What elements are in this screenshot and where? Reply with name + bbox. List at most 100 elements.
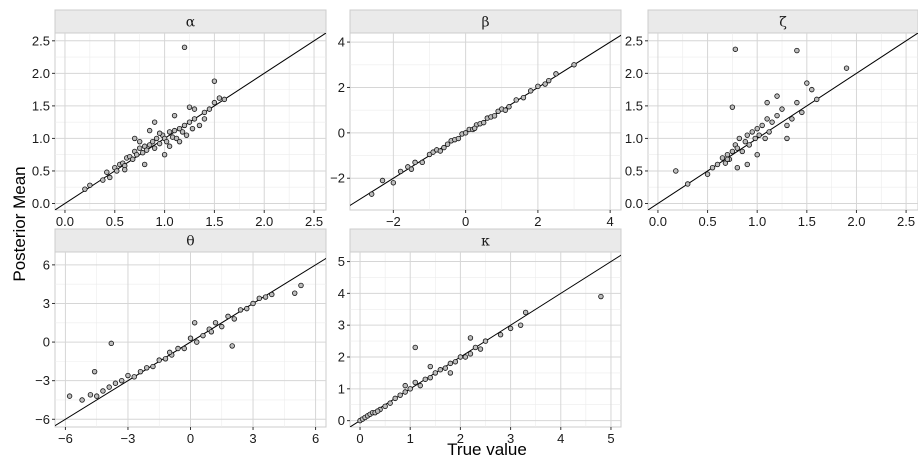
panel-title: ζ [779, 15, 787, 31]
data-point [804, 80, 810, 86]
data-point [774, 112, 780, 119]
x-tick-label: 2 [534, 214, 541, 229]
y-tick-label: −6 [35, 412, 50, 427]
data-point [729, 148, 736, 155]
data-point [513, 97, 519, 103]
data-point [136, 145, 143, 151]
data-point [598, 293, 604, 300]
y-tick-label: −3 [35, 373, 50, 388]
data-point [374, 408, 381, 414]
x-tick-label: −3 [121, 431, 136, 446]
data-point [502, 107, 509, 113]
data-point [133, 151, 140, 158]
x-tick-label: 1 [407, 431, 414, 446]
y-tick-label: 0 [43, 335, 50, 350]
data-point [408, 166, 415, 172]
data-point [292, 290, 298, 296]
data-point [471, 125, 478, 132]
data-point [112, 380, 119, 386]
data-point [179, 129, 186, 135]
panel-4: θ −6 −3 0 3 6 −6 −3 0 3 6 [35, 228, 327, 446]
data-point [729, 104, 736, 110]
data-point [149, 138, 156, 145]
y-tick-label: 0 [338, 125, 345, 140]
y-tick-label: 3 [338, 318, 345, 333]
data-point [402, 382, 408, 389]
data-point [732, 46, 739, 52]
data-point [491, 113, 498, 119]
y-tick-label: 2.0 [625, 66, 643, 81]
data-point [108, 340, 114, 347]
data-point [673, 168, 679, 174]
data-point [146, 142, 153, 148]
x-axis-title: True value [447, 440, 527, 459]
data-point [211, 78, 218, 84]
y-tick-label: 3 [43, 296, 50, 311]
data-point [93, 393, 100, 399]
data-point [752, 135, 758, 142]
data-point [719, 155, 726, 161]
y-tick-label: 0.0 [32, 196, 50, 211]
data-point [390, 180, 397, 186]
data-point [447, 360, 454, 367]
data-point [432, 370, 439, 376]
identity-line [648, 33, 918, 210]
data-point [379, 177, 386, 184]
data-point [132, 135, 138, 142]
data-point [141, 161, 148, 168]
data-point [759, 122, 765, 129]
panel-2: β −2 0 2 4 −2 0 2 4 [330, 9, 622, 229]
data-point [427, 374, 433, 381]
panel-1: α 0.0 0.5 1.0 1.5 2.0 2.5 0.0 0.5 1.0 1.5 2.0 2.5 [32, 9, 327, 229]
panel-title: θ [186, 234, 194, 250]
y-tick-label: 4 [338, 35, 345, 50]
y-tick-label: 1 [338, 381, 345, 396]
x-tick-label: 0.5 [699, 214, 717, 229]
data-point [114, 168, 120, 174]
data-point [176, 125, 183, 132]
y-tick-label: 1.0 [625, 131, 643, 146]
data-point [183, 132, 190, 138]
data-point [156, 140, 163, 147]
data-point [462, 354, 469, 360]
x-tick-label: 4 [607, 214, 614, 229]
data-point [200, 332, 206, 339]
data-point [789, 116, 795, 122]
x-tick-label: 0 [187, 431, 194, 446]
data-point [181, 44, 188, 51]
y-tick-label: 2 [338, 350, 345, 365]
data-point [87, 182, 93, 188]
data-point [150, 363, 156, 370]
data-point [219, 323, 225, 330]
y-tick-label: 1.5 [625, 98, 643, 113]
data-point [201, 116, 208, 122]
data-point [201, 109, 208, 116]
data-point [211, 99, 218, 106]
data-point [144, 365, 150, 371]
data-point [107, 174, 113, 181]
data-point [151, 145, 158, 151]
data-point [191, 116, 198, 122]
data-point [146, 127, 153, 134]
x-tick-label: 2.5 [305, 214, 323, 229]
panel-title: κ [481, 234, 490, 250]
data-point [455, 135, 462, 142]
data-point [442, 365, 449, 371]
data-point [231, 316, 237, 322]
data-point [143, 147, 150, 153]
data-point [417, 382, 423, 389]
data-point [762, 135, 768, 142]
data-point [66, 393, 73, 399]
x-tick-label: 0.0 [56, 214, 74, 229]
data-point [467, 351, 474, 357]
data-point [194, 339, 200, 345]
x-tick-label: 1.0 [748, 214, 766, 229]
data-point [809, 86, 815, 93]
data-point [250, 300, 256, 307]
data-point [437, 367, 444, 373]
data-point [734, 145, 741, 151]
data-point [744, 132, 750, 138]
data-point [153, 135, 160, 142]
data-point [437, 148, 444, 154]
